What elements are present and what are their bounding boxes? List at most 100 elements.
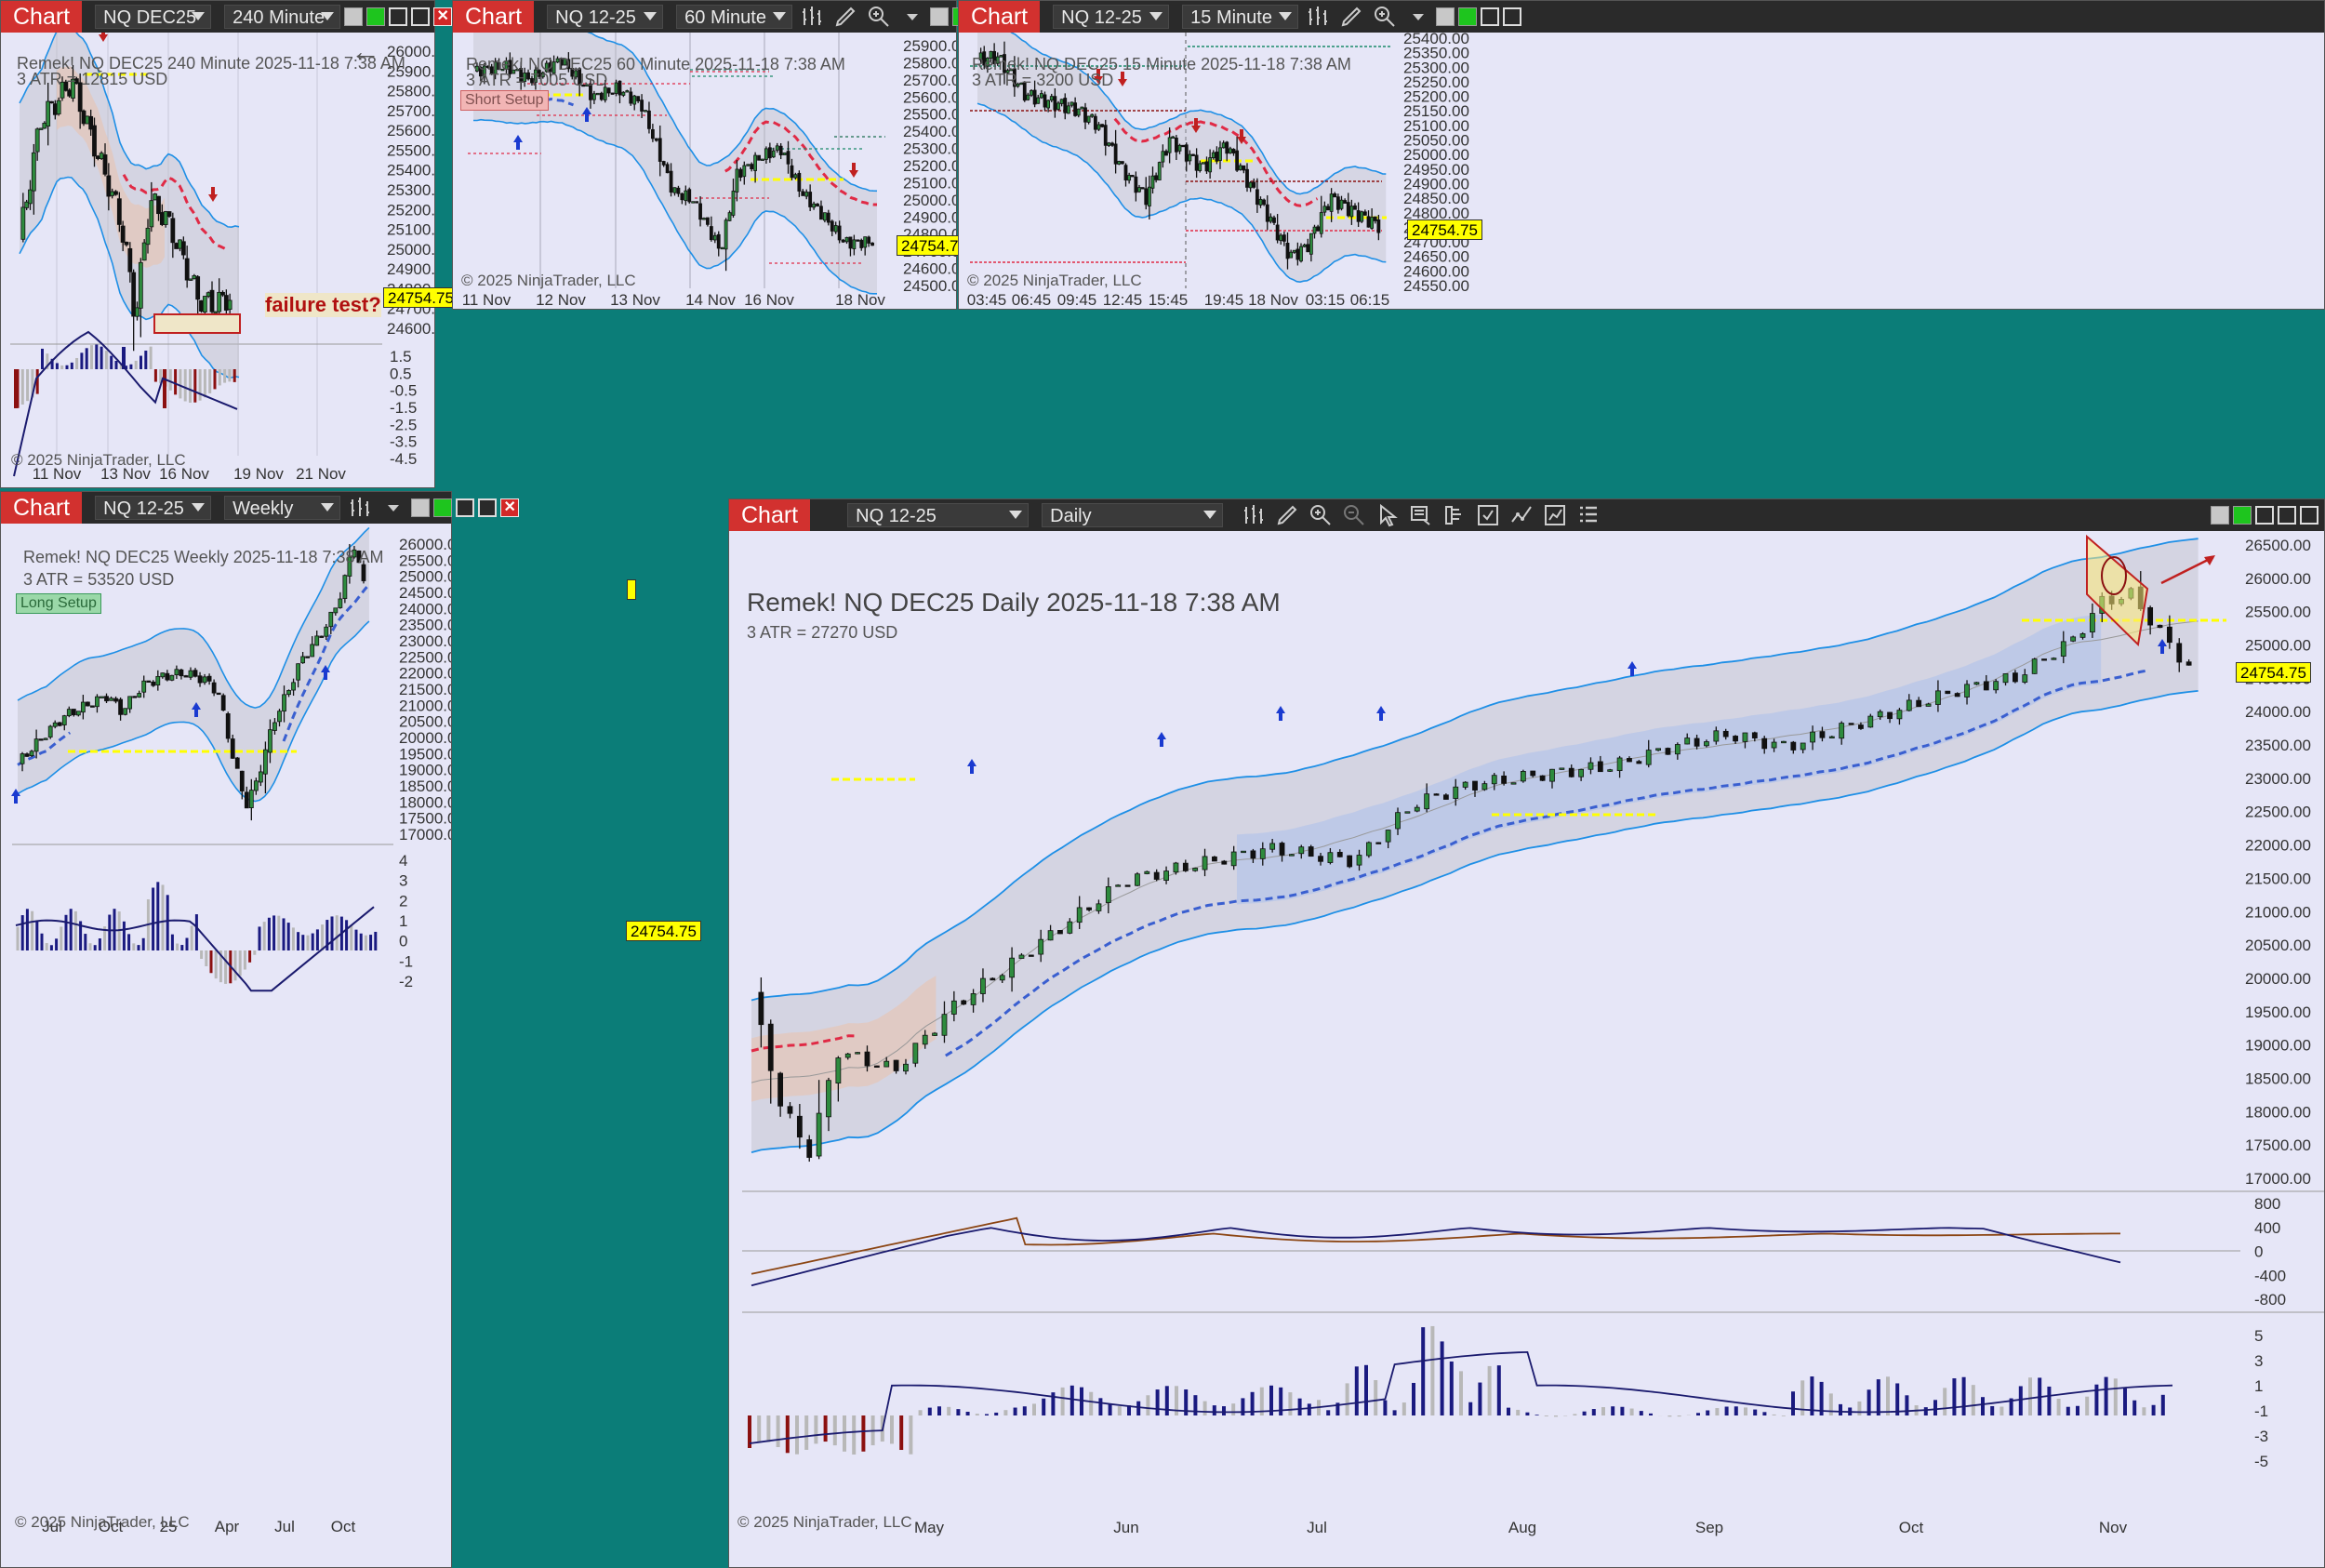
candle bbox=[1395, 812, 1401, 830]
bars-type-icon[interactable] bbox=[1304, 4, 1332, 30]
zoom-in-icon[interactable] bbox=[865, 4, 893, 30]
maximize-button[interactable] bbox=[411, 7, 431, 26]
candle bbox=[1039, 93, 1043, 99]
candle bbox=[777, 1072, 784, 1107]
instrument-selector[interactable]: NQ 12-25 bbox=[1053, 5, 1170, 29]
bars-type-icon[interactable] bbox=[346, 495, 374, 521]
draw-tool-icon[interactable] bbox=[1273, 502, 1301, 528]
candle bbox=[165, 672, 170, 681]
link-green-button[interactable] bbox=[1458, 7, 1478, 26]
chart-panel[interactable]: 26000.0025500.0025000.0024500.0024000.00… bbox=[1, 524, 451, 1567]
candle bbox=[1038, 938, 1044, 955]
minimize-button[interactable] bbox=[1481, 7, 1500, 26]
link-gray-button[interactable] bbox=[930, 7, 950, 26]
link-gray-button[interactable] bbox=[411, 498, 431, 517]
close-button[interactable]: ✕ bbox=[433, 7, 453, 26]
zoom-in-icon[interactable] bbox=[1371, 4, 1399, 30]
chart-panel[interactable]: 26000.00 25900.00 25800.00 25700.00 25600.00… bbox=[1, 33, 434, 487]
histogram-bar bbox=[208, 369, 212, 393]
instrument-selector[interactable]: NQ DEC25 bbox=[95, 5, 212, 29]
bars-type-icon[interactable] bbox=[798, 4, 826, 30]
histogram-bar bbox=[137, 945, 140, 950]
interval-selector[interactable]: Daily bbox=[1042, 503, 1224, 527]
candle bbox=[1655, 748, 1661, 751]
osc-tick-label: 3 bbox=[2254, 1352, 2263, 1370]
x-tick-label: Jul bbox=[42, 1518, 62, 1535]
histogram-bar bbox=[65, 365, 69, 369]
lower-band-line bbox=[976, 102, 1387, 284]
minimize-button[interactable] bbox=[389, 7, 408, 26]
histogram-bar bbox=[213, 369, 217, 390]
link-gray-button[interactable] bbox=[344, 7, 364, 26]
maximize-button[interactable] bbox=[1503, 7, 1522, 26]
close-button[interactable]: ✕ bbox=[500, 498, 520, 517]
properties-icon[interactable] bbox=[1474, 502, 1502, 528]
chart-panel[interactable]: 25400.0025350.0025300.0025250.0025200.00… bbox=[959, 33, 2324, 309]
candle bbox=[1269, 216, 1273, 222]
candle bbox=[1255, 189, 1259, 206]
chart-panel[interactable]: 25900.0025800.0025700.0025600.0025500.00… bbox=[453, 33, 956, 309]
histogram-bar bbox=[75, 357, 79, 369]
y-tick-label: 25250.00 bbox=[1403, 73, 1469, 91]
zoom-out-icon[interactable] bbox=[1340, 502, 1368, 528]
link-green-button[interactable] bbox=[2233, 506, 2252, 525]
interval-selector[interactable]: 240 Minute bbox=[224, 5, 341, 29]
link-gray-button[interactable] bbox=[2211, 506, 2229, 525]
candle bbox=[127, 247, 133, 272]
candle bbox=[1404, 811, 1411, 814]
candle bbox=[1215, 152, 1219, 162]
indicators-icon[interactable] bbox=[1508, 502, 1535, 528]
histogram-bar bbox=[110, 355, 113, 369]
minimize-button[interactable] bbox=[2255, 506, 2274, 525]
interval-selector[interactable]: 60 Minute bbox=[676, 5, 793, 29]
chart-tab[interactable]: Chart bbox=[959, 1, 1041, 33]
chart-tab[interactable]: Chart bbox=[453, 1, 535, 33]
chart-title: Remek! NQ DEC25 15 Minute 2025-11-18 7:3… bbox=[972, 55, 1351, 73]
chart-panel[interactable]: 26500.0026000.0025500.0025000.0024500.00… bbox=[729, 531, 2324, 1567]
instrument-selector[interactable]: NQ 12-25 bbox=[95, 496, 212, 520]
histogram-bar bbox=[1554, 1415, 1558, 1417]
y-tick-label: 24600.00 bbox=[903, 260, 956, 278]
pointer-icon[interactable] bbox=[1374, 502, 1402, 528]
candle bbox=[1925, 703, 1932, 707]
maximize-button[interactable] bbox=[2278, 506, 2296, 525]
back-arrow-icon[interactable]: ← bbox=[351, 34, 380, 68]
strategies-icon[interactable] bbox=[1541, 502, 1569, 528]
draw-tool-icon[interactable] bbox=[1337, 4, 1365, 30]
draw-tool-icon[interactable] bbox=[831, 4, 859, 30]
y-tick-label: 17000.00 bbox=[399, 826, 451, 844]
template-icon[interactable] bbox=[1441, 502, 1468, 528]
chevron-down-icon[interactable] bbox=[379, 495, 407, 521]
candle bbox=[695, 201, 699, 204]
minimize-button[interactable] bbox=[456, 498, 475, 517]
list-icon[interactable] bbox=[1574, 502, 1602, 528]
link-green-button[interactable] bbox=[433, 498, 453, 517]
chart-tab[interactable]: Chart bbox=[1, 492, 83, 524]
link-gray-button[interactable] bbox=[1436, 7, 1455, 26]
histogram-bar bbox=[238, 950, 242, 977]
candle bbox=[764, 148, 768, 160]
link-green-button[interactable] bbox=[366, 7, 386, 26]
zoom-in-icon[interactable] bbox=[1307, 502, 1335, 528]
histogram-bar bbox=[890, 1415, 894, 1444]
instrument-selector[interactable]: NQ 12-25 bbox=[847, 503, 1030, 527]
instrument-selector[interactable]: NQ 12-25 bbox=[547, 5, 664, 29]
chart-tab[interactable]: Chart bbox=[1, 1, 83, 33]
interval-selector[interactable]: 15 Minute bbox=[1182, 5, 1299, 29]
histogram-bar bbox=[1042, 1398, 1046, 1415]
candle bbox=[1781, 740, 1787, 744]
chevron-down-icon[interactable] bbox=[898, 4, 926, 30]
data-box-icon[interactable] bbox=[1407, 502, 1435, 528]
maximize-button[interactable] bbox=[478, 498, 498, 517]
chart-tab[interactable]: Chart bbox=[729, 499, 811, 531]
candle bbox=[1329, 193, 1334, 212]
bars-type-icon[interactable] bbox=[1240, 502, 1268, 528]
close-button[interactable] bbox=[2300, 506, 2318, 525]
candle bbox=[1896, 710, 1903, 720]
chevron-down-icon[interactable] bbox=[1404, 4, 1432, 30]
candle bbox=[38, 738, 44, 741]
setup-badge: Short Setup bbox=[460, 90, 549, 111]
candle bbox=[856, 239, 860, 242]
candle bbox=[706, 217, 710, 225]
interval-selector[interactable]: Weekly bbox=[224, 496, 341, 520]
